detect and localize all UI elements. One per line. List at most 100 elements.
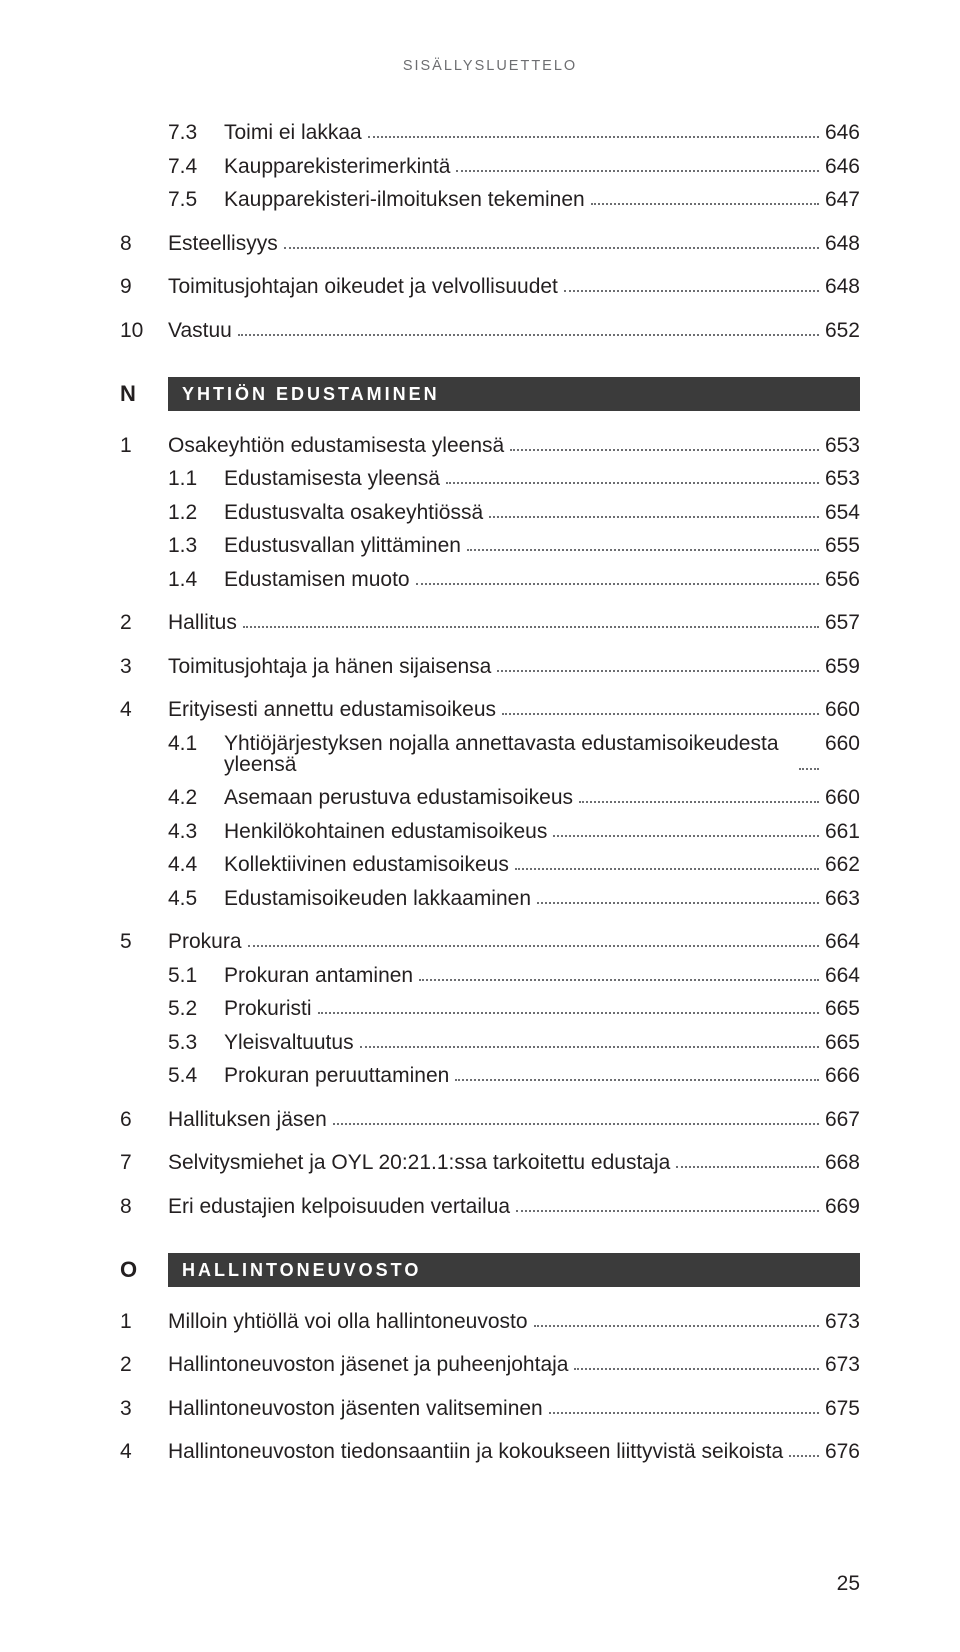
leader-dots [534, 1325, 819, 1327]
toc-page: 673 [825, 1311, 860, 1332]
toc-page: 662 [825, 854, 860, 875]
toc-label: Edustamisen muoto [224, 569, 410, 590]
toc-row: 1.2Edustusvalta osakeyhtiössä654 [120, 502, 860, 523]
toc-number: 5.1 [168, 965, 224, 986]
toc-number: 1.4 [168, 569, 224, 590]
toc-label: Asemaan perustuva edustamisoikeus [224, 787, 573, 808]
toc-page: 668 [825, 1152, 860, 1173]
toc-page: 653 [825, 468, 860, 489]
toc-row: 4.3Henkilökohtainen edustamisoikeus661 [120, 821, 860, 842]
toc-row: 5.3Yleisvaltuutus665 [120, 1032, 860, 1053]
toc-section-list: 1Osakeyhtiön edustamisesta yleensä653 1.1… [120, 435, 860, 1217]
toc-label: Edustusvallan ylittäminen [224, 535, 461, 556]
toc-page: 657 [825, 612, 860, 633]
toc-row: 10Vastuu652 [120, 320, 860, 341]
toc-page: 655 [825, 535, 860, 556]
toc-page: 663 [825, 888, 860, 909]
toc-page: 646 [825, 122, 860, 143]
toc-row: 7.3Toimi ei lakkaa646 [120, 122, 860, 143]
toc-row: 3Hallintoneuvoston jäsenten valitseminen… [120, 1398, 860, 1419]
toc-row: 4.1Yhtiöjärjestyksen nojalla annettavast… [120, 733, 860, 775]
toc-row: 1Osakeyhtiön edustamisesta yleensä653 [120, 435, 860, 456]
toc-number: 6 [120, 1109, 168, 1130]
toc-row: 1.1Edustamisesta yleensä 653 [120, 468, 860, 489]
leader-dots [419, 979, 819, 981]
toc-row: 2Hallintoneuvoston jäsenet ja puheenjoht… [120, 1354, 860, 1375]
toc-label: Kollektiivinen edustamisoikeus [224, 854, 509, 875]
toc-label: Prokuristi [224, 998, 312, 1019]
toc-number: 7 [120, 1152, 168, 1173]
toc-number: 4.5 [168, 888, 224, 909]
toc-page: 646 [825, 156, 860, 177]
toc-label: Yleisvaltuutus [224, 1032, 354, 1053]
toc-row: 4.4Kollektiivinen edustamisoikeus 662 [120, 854, 860, 875]
toc-row: 4Erityisesti annettu edustamisoikeus660 [120, 699, 860, 720]
section-letter: N [120, 377, 168, 411]
toc-page: 648 [825, 233, 860, 254]
toc-row: 8Eri edustajien kelpoisuuden vertailua66… [120, 1196, 860, 1217]
toc-label: Esteellisyys [168, 233, 278, 254]
toc-number: 10 [120, 320, 168, 341]
toc-page: 669 [825, 1196, 860, 1217]
leader-dots [676, 1166, 819, 1168]
leader-dots [549, 1412, 819, 1414]
toc-row: 4.2Asemaan perustuva edustamisoikeus 660 [120, 787, 860, 808]
leader-dots [799, 768, 819, 770]
section-header: NYHTIÖN EDUSTAMINEN [120, 377, 860, 411]
toc-page: 664 [825, 931, 860, 952]
toc-page: 652 [825, 320, 860, 341]
toc-row: 5.4Prokuran peruuttaminen666 [120, 1065, 860, 1086]
toc-number: 2 [120, 1354, 168, 1375]
toc-number: 9 [120, 276, 168, 297]
toc-page: 647 [825, 189, 860, 210]
section-letter: O [120, 1253, 168, 1287]
toc-number: 4.3 [168, 821, 224, 842]
leader-dots [284, 247, 819, 249]
toc-row: 6Hallituksen jäsen667 [120, 1109, 860, 1130]
toc-label: Hallituksen jäsen [168, 1109, 327, 1130]
toc-label: Edustamisesta yleensä [224, 468, 440, 489]
toc-number: 1.3 [168, 535, 224, 556]
toc-row: 8Esteellisyys648 [120, 233, 860, 254]
toc-number: 2 [120, 612, 168, 633]
toc-row: 7Selvitysmiehet ja OYL 20:21.1:ssa tarko… [120, 1152, 860, 1173]
toc-page: 660 [825, 733, 860, 754]
leader-dots [333, 1123, 819, 1125]
leader-dots [591, 203, 819, 205]
toc-number: 7.4 [168, 156, 224, 177]
toc-row: 1.3Edustusvallan ylittäminen 655 [120, 535, 860, 556]
toc-page: 665 [825, 998, 860, 1019]
toc-number: 1 [120, 435, 168, 456]
toc-page: 660 [825, 787, 860, 808]
toc-number: 4.2 [168, 787, 224, 808]
toc-row: 5.2Prokuristi665 [120, 998, 860, 1019]
toc-pre-list: 7.3Toimi ei lakkaa646 7.4Kaupparekisterim… [120, 122, 860, 341]
leader-dots [510, 449, 819, 451]
leader-dots [497, 670, 819, 672]
toc-number: 4 [120, 1441, 168, 1462]
section-title: YHTIÖN EDUSTAMINEN [168, 377, 860, 411]
toc-label: Hallintoneuvoston tiedonsaantiin ja koko… [168, 1441, 783, 1462]
toc-row: 9Toimitusjohtajan oikeudet ja velvollisu… [120, 276, 860, 297]
toc-label: Edustamisoikeuden lakkaaminen [224, 888, 531, 909]
toc-row: 7.4Kaupparekisterimerkintä646 [120, 156, 860, 177]
toc-page: 676 [825, 1441, 860, 1462]
toc-page: 648 [825, 276, 860, 297]
toc-number: 5 [120, 931, 168, 952]
toc-row: 4Hallintoneuvoston tiedonsaantiin ja kok… [120, 1441, 860, 1462]
toc-label: Prokuran peruuttaminen [224, 1065, 449, 1086]
toc-number: 7.3 [168, 122, 224, 143]
toc-number: 4.4 [168, 854, 224, 875]
leader-dots [238, 334, 819, 336]
toc-number: 1.1 [168, 468, 224, 489]
leader-dots [243, 626, 819, 628]
toc-row: 5.1Prokuran antaminen664 [120, 965, 860, 986]
toc-page: 673 [825, 1354, 860, 1375]
toc-number: 5.4 [168, 1065, 224, 1086]
leader-dots [446, 482, 819, 484]
leader-dots [579, 801, 819, 803]
toc-row: 2Hallitus657 [120, 612, 860, 633]
toc-label: Prokura [168, 931, 242, 952]
leader-dots [416, 583, 819, 585]
page-header: SISÄLLYSLUETTELO [120, 58, 860, 74]
